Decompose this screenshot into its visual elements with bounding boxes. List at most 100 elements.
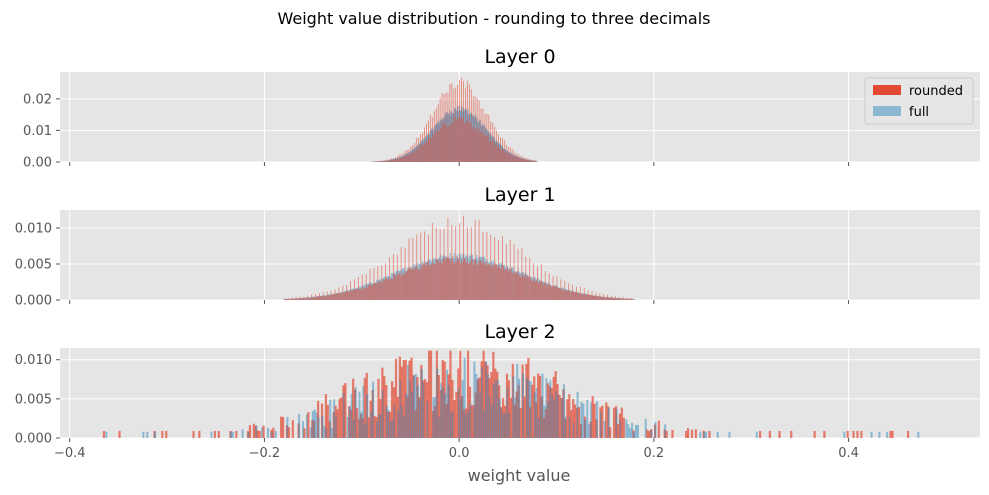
bar-full (364, 423, 367, 438)
bar-full (603, 421, 606, 438)
bar-full (654, 421, 657, 438)
bar-full (323, 425, 326, 438)
bar-rounded (397, 158, 399, 162)
bar-full (489, 132, 491, 162)
bar-rounded (495, 145, 497, 162)
bar-rounded (428, 120, 429, 162)
bar-rounded (391, 278, 392, 300)
bar-rounded (406, 270, 408, 300)
bar-rounded (430, 137, 432, 162)
bar-full (541, 373, 544, 438)
bar-full (520, 158, 522, 162)
bar-full (584, 419, 587, 438)
bar-rounded (622, 297, 624, 300)
bar-rounded (385, 263, 387, 300)
bar-full (615, 409, 618, 438)
bar-rounded (469, 122, 471, 162)
bar-rounded (314, 297, 315, 300)
bar-rounded (470, 405, 474, 438)
bar-full (454, 108, 456, 162)
bar-rounded (860, 430, 863, 438)
bar-rounded (475, 129, 477, 162)
bar-rounded (319, 296, 321, 300)
bar-rounded (347, 290, 349, 300)
bar-full (705, 431, 708, 438)
bar-rounded (521, 248, 523, 300)
bar-rounded (571, 290, 573, 300)
bar-rounded (394, 358, 398, 438)
bar-rounded (463, 215, 464, 300)
bar-full (385, 406, 388, 438)
bar-full (289, 298, 291, 300)
bar-rounded (532, 160, 534, 162)
bar-rounded (358, 289, 360, 300)
bar-rounded (309, 297, 311, 300)
bar-rounded (406, 149, 408, 162)
bar-rounded (434, 264, 436, 300)
bar-rounded (540, 263, 542, 300)
bar-full (352, 419, 355, 438)
bar-rounded (478, 219, 480, 300)
bar-rounded (622, 417, 625, 438)
bar-rounded (488, 263, 490, 300)
bar-rounded (102, 430, 106, 438)
bar-full (492, 384, 495, 438)
bar-full (255, 425, 258, 438)
bar-rounded (439, 97, 441, 162)
legend-label-rounded: rounded (909, 84, 963, 99)
bar-rounded (331, 294, 333, 300)
bar-rounded (562, 289, 564, 300)
bar-rounded (405, 155, 407, 162)
bar-rounded (519, 408, 522, 438)
bar-rounded (446, 257, 448, 300)
bar-rounded (366, 287, 368, 300)
bar-rounded (427, 261, 428, 300)
bar-rounded (500, 137, 501, 162)
bar-full (231, 431, 234, 438)
bar-rounded (403, 156, 405, 162)
bar-rounded (526, 276, 528, 300)
bar-rounded (409, 154, 411, 162)
bar-rounded (332, 294, 334, 300)
bar-rounded (447, 92, 449, 162)
bar-rounded (434, 131, 436, 162)
bar-rounded (454, 116, 456, 162)
bar-full (457, 388, 460, 438)
bar-rounded (287, 298, 289, 300)
bar-rounded (411, 152, 413, 162)
bar-rounded (440, 261, 442, 300)
bar-rounded (889, 430, 892, 438)
bar-rounded (393, 159, 395, 162)
bar-rounded (524, 274, 526, 300)
bar-rounded (353, 290, 354, 300)
bar-rounded (435, 108, 437, 162)
bar-rounded (361, 274, 363, 300)
bar-rounded (616, 423, 620, 438)
bar-rounded (292, 298, 294, 300)
bar-rounded (394, 157, 396, 162)
bar-rounded (415, 265, 417, 300)
bar-rounded (480, 259, 482, 300)
bar-rounded (465, 121, 467, 162)
bar-rounded (510, 268, 512, 300)
bar-rounded (424, 379, 427, 438)
bar-rounded (555, 286, 557, 300)
bar-full (634, 424, 637, 438)
bar-rounded (591, 396, 594, 438)
bar-rounded (381, 265, 383, 300)
bar-rounded (354, 279, 355, 300)
bar-rounded (484, 113, 486, 162)
bar-rounded (296, 298, 298, 300)
bar-rounded (465, 263, 467, 300)
bar-full (381, 389, 384, 438)
bars (371, 77, 538, 162)
bar-rounded (620, 298, 622, 300)
bar-rounded (456, 261, 458, 300)
bar-rounded (340, 397, 343, 438)
bar-rounded (397, 274, 399, 300)
bar-full (146, 431, 149, 438)
bar-rounded (600, 296, 602, 300)
bar-rounded (400, 153, 402, 162)
bar-rounded (498, 240, 499, 300)
bar-rounded (442, 123, 444, 162)
